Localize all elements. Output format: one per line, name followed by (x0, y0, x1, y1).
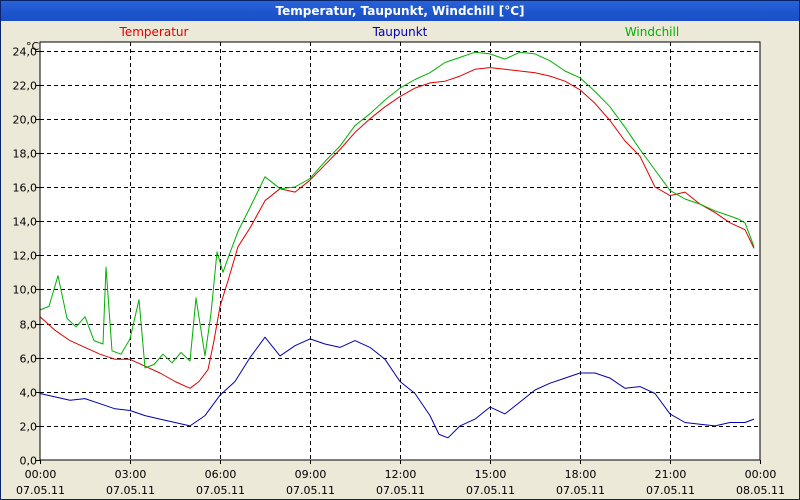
series-line-windchill (39, 51, 755, 369)
y-tick-label: 22,0 (13, 80, 38, 93)
x-tick-date-label: 07.05.11 (286, 484, 335, 497)
y-axis-unit-label: °C (26, 40, 40, 53)
x-tick-time-label: 09:00 (295, 468, 327, 481)
x-tick-time-label: 21:00 (655, 468, 687, 481)
series-line-taupunkt (39, 336, 755, 439)
y-tick-label: 24,0 (13, 46, 38, 59)
y-tick-label: 2,0 (20, 421, 38, 434)
legend-windchill: Windchill (625, 25, 679, 39)
series (39, 51, 755, 439)
x-tick-date-label: 07.05.11 (466, 484, 515, 497)
x-tick-time-label: 12:00 (385, 468, 417, 481)
x-tick-time-label: 15:00 (475, 468, 507, 481)
grid (40, 42, 760, 460)
x-tick-time-label: 00:00 (745, 468, 777, 481)
legend-temperatur: Temperatur (119, 25, 189, 39)
legend-taupunkt: Taupunkt (372, 25, 428, 39)
y-tick-label: 16,0 (13, 182, 38, 195)
y-tick-label: 0,0 (20, 455, 38, 468)
y-tick-label: 14,0 (13, 216, 38, 229)
x-tick-time-label: 06:00 (205, 468, 237, 481)
y-axis: 0,0 2,0 4,0 6,0 8,0 10,0 12,0 14,0 16,0 18,0 20,0 2… (13, 46, 40, 468)
x-tick-date-label: 07.05.11 (106, 484, 155, 497)
window-title: Temperatur, Taupunkt, Windchill [°C] (1, 1, 799, 21)
y-tick-label: 4,0 (20, 387, 38, 400)
x-tick-date-label: 07.05.11 (646, 484, 695, 497)
y-tick-label: 6,0 (20, 353, 38, 366)
x-tick-date-label: 07.05.11 (16, 484, 65, 497)
x-tick-time-label: 03:00 (115, 468, 147, 481)
y-tick-label: 20,0 (13, 114, 38, 127)
x-tick-date-label: 07.05.11 (196, 484, 245, 497)
x-axis: 00:00 07.05.11 03:00 07.05.11 06:00 07.05.11 0… (16, 460, 785, 497)
x-tick-date-label: 08.05.11 (736, 484, 785, 497)
x-tick-time-label: 18:00 (565, 468, 597, 481)
y-tick-label: 8,0 (20, 319, 38, 332)
y-tick-label: 10,0 (13, 284, 38, 297)
y-tick-label: 18,0 (13, 148, 38, 161)
y-tick-label: 12,0 (13, 250, 38, 263)
plot-frame (39, 41, 761, 461)
x-tick-date-label: 07.05.11 (376, 484, 425, 497)
x-tick-time-label: 00:00 (25, 468, 57, 481)
series-line-temperatur (39, 67, 755, 389)
plot-area (40, 42, 760, 460)
x-tick-date-label: 07.05.11 (556, 484, 605, 497)
